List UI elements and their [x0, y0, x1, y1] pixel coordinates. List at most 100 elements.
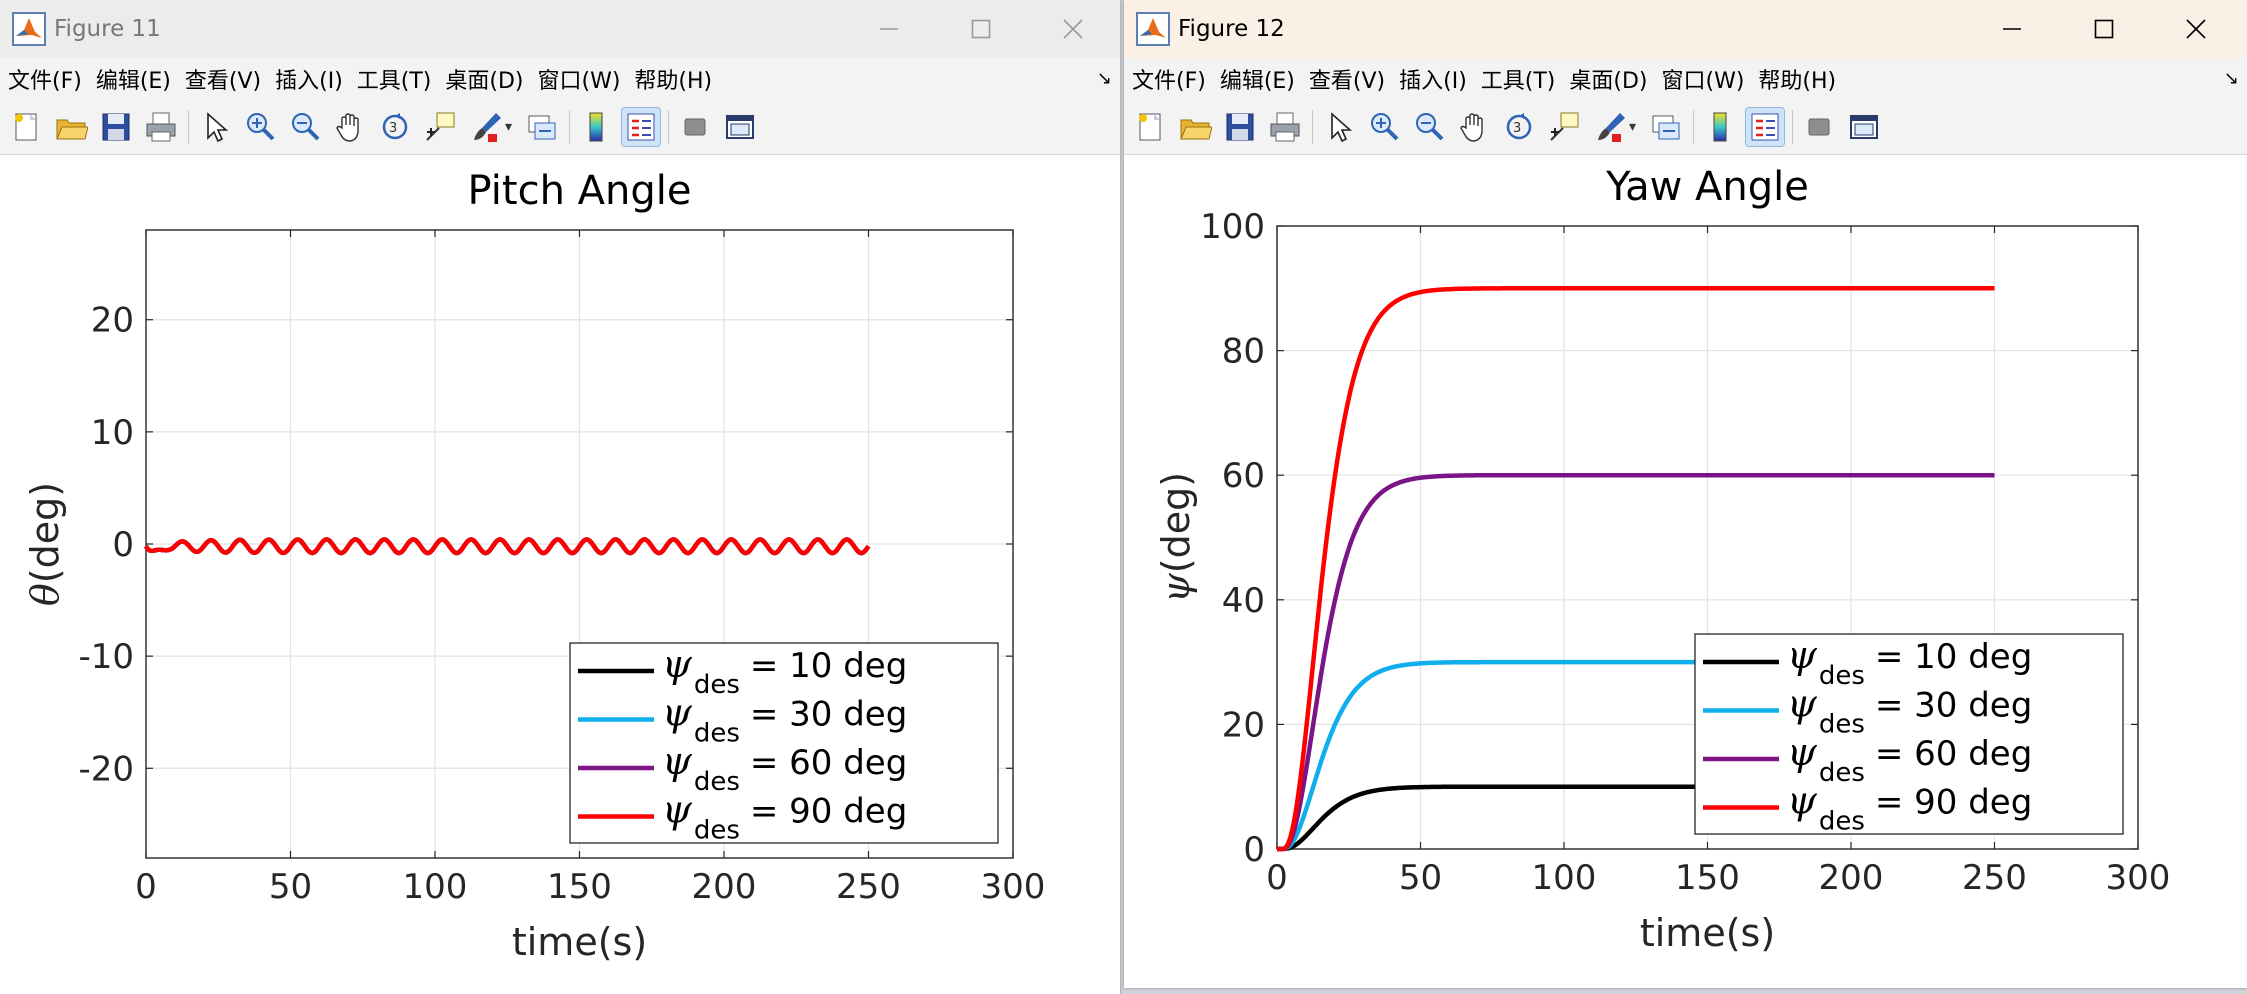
- save-button[interactable]: [1221, 108, 1259, 146]
- x-tick-label: 200: [692, 867, 757, 907]
- x-tick-label: 0: [1266, 858, 1288, 898]
- colorbar-button[interactable]: [1701, 108, 1739, 146]
- save-button[interactable]: [97, 108, 135, 146]
- menu-help[interactable]: 帮助(H): [1758, 69, 1837, 94]
- series-line-90-deg[interactable]: [1275, 286, 1996, 852]
- dock-arrow-icon[interactable]: ↘: [2223, 68, 2239, 89]
- new-figure-button[interactable]: [7, 108, 45, 146]
- x-tick-label: 300: [2106, 858, 2171, 898]
- legend-button[interactable]: [621, 107, 661, 147]
- brush-button[interactable]: ▾: [1590, 108, 1640, 146]
- legend-entry: ψdes = 30 deg: [662, 691, 907, 749]
- select-arrow-icon: [207, 112, 229, 143]
- brush-dropdown-icon[interactable]: ▾: [1628, 119, 1637, 135]
- y-tick-label: 20: [1222, 705, 1265, 745]
- matlab-logo-icon: [1136, 12, 1170, 46]
- hide-plot-tools-button[interactable]: [676, 108, 714, 146]
- legend-psi-symbol: ψ: [1787, 779, 1818, 823]
- hide-plot-tools-button[interactable]: [1800, 108, 1838, 146]
- menu-edit[interactable]: 编辑(E): [1219, 69, 1295, 94]
- plot-area: 0 50 100 150 200 250 300 0 20 40 60 80 100 Yaw Angle t…: [1124, 155, 2247, 988]
- menu-view[interactable]: 查看(V): [1308, 69, 1386, 94]
- brush-button[interactable]: ▾: [466, 108, 516, 146]
- menu-help[interactable]: 帮助(H): [634, 69, 713, 94]
- colorbar-button[interactable]: [577, 108, 615, 146]
- open-file-button[interactable]: [1176, 108, 1214, 146]
- rotate-3d-button[interactable]: 3: [376, 108, 414, 146]
- x-tick-label: 150: [1675, 858, 1740, 898]
- legend-value: = 10 deg: [750, 646, 907, 686]
- new-figure-icon: [1139, 113, 1161, 141]
- zoom-out-button[interactable]: [286, 108, 324, 146]
- data-cursor-button[interactable]: [1545, 108, 1583, 146]
- legend-box[interactable]: [1694, 633, 2124, 835]
- close-icon: [2186, 19, 2206, 39]
- menu-tools[interactable]: 工具(T): [1480, 69, 1556, 94]
- zoom-in-button[interactable]: [241, 108, 279, 146]
- select-arrow-button[interactable]: [1320, 108, 1358, 146]
- legend-subscript: des: [1819, 710, 1865, 740]
- title-bar[interactable]: Figure 11: [0, 0, 1120, 58]
- x-tick-label: 0: [135, 867, 157, 907]
- rotate-3d-button[interactable]: 3: [1500, 108, 1538, 146]
- dock-arrow-icon[interactable]: ↘: [1096, 68, 1112, 89]
- maximize-button[interactable]: [2058, 0, 2150, 58]
- series-line-90-deg[interactable]: [144, 537, 871, 556]
- menu-insert[interactable]: 插入(I): [275, 69, 343, 94]
- rotate-3d-icon: 3: [382, 113, 408, 140]
- series-line-60-deg[interactable]: [1275, 472, 1996, 852]
- zoom-in-button[interactable]: [1365, 108, 1403, 146]
- menu-tools[interactable]: 工具(T): [356, 69, 432, 94]
- legend-value: = 30 deg: [750, 695, 907, 735]
- menu-desktop[interactable]: 桌面(D): [445, 69, 524, 94]
- title-bar[interactable]: Figure 12: [1124, 0, 2247, 58]
- new-figure-button[interactable]: [1131, 108, 1169, 146]
- figure-toolbar: 3 ▾: [0, 100, 1120, 155]
- maximize-button[interactable]: [935, 0, 1027, 58]
- close-button[interactable]: [2150, 0, 2242, 58]
- data-cursor-icon: [1550, 112, 1579, 141]
- show-plot-tools-button[interactable]: [721, 108, 759, 146]
- menu-window[interactable]: 窗口(W): [537, 69, 621, 94]
- x-tick-label: 100: [403, 867, 468, 907]
- x-tick-label: 50: [1399, 858, 1442, 898]
- open-file-button[interactable]: [52, 108, 90, 146]
- legend-box[interactable]: [569, 642, 999, 844]
- menu-file[interactable]: 文件(F): [8, 69, 82, 94]
- select-arrow-button[interactable]: [196, 108, 234, 146]
- legend-entry: ψdes = 60 deg: [662, 739, 907, 797]
- show-plot-tools-button[interactable]: [1845, 108, 1883, 146]
- close-button[interactable]: [1027, 0, 1119, 58]
- link-plot-button[interactable]: [1647, 108, 1685, 146]
- menu-insert[interactable]: 插入(I): [1399, 69, 1467, 94]
- print-button[interactable]: [142, 108, 180, 146]
- data-cursor-button[interactable]: [421, 108, 459, 146]
- legend-entry: ψdes = 90 deg: [662, 788, 907, 846]
- zoom-out-button[interactable]: [1410, 108, 1448, 146]
- legend-subscript: des: [1819, 807, 1865, 837]
- brush-dropdown-icon[interactable]: ▾: [504, 119, 513, 135]
- minimize-button[interactable]: [843, 0, 935, 58]
- menu-edit[interactable]: 编辑(E): [95, 69, 171, 94]
- legend-value: = 60 deg: [1875, 734, 2032, 774]
- link-plot-icon: [528, 115, 556, 140]
- legend-entry: ψdes = 30 deg: [1787, 682, 2032, 740]
- legend-button[interactable]: [1745, 107, 1785, 147]
- y-tick-label: 20: [91, 301, 134, 341]
- menu-bar: 文件(F) 编辑(E) 查看(V) 插入(I) 工具(T) 桌面(D) 窗口(W…: [1124, 58, 2247, 100]
- pan-hand-button[interactable]: [1455, 108, 1493, 146]
- link-plot-button[interactable]: [523, 108, 561, 146]
- legend-entry: ψdes = 10 deg: [1787, 633, 2032, 691]
- print-button[interactable]: [1266, 108, 1304, 146]
- x-tick-label: 150: [547, 867, 612, 907]
- chart-title: Pitch Angle: [468, 168, 692, 214]
- legend-value: = 90 deg: [1875, 783, 2032, 823]
- pan-hand-button[interactable]: [331, 108, 369, 146]
- menu-window[interactable]: 窗口(W): [1661, 69, 1745, 94]
- minimize-button[interactable]: [1966, 0, 2058, 58]
- menu-desktop[interactable]: 桌面(D): [1569, 69, 1648, 94]
- legend-psi-symbol: ψ: [662, 788, 693, 832]
- menu-view[interactable]: 查看(V): [184, 69, 262, 94]
- menu-file[interactable]: 文件(F): [1132, 69, 1206, 94]
- svg-text:3: 3: [389, 121, 397, 136]
